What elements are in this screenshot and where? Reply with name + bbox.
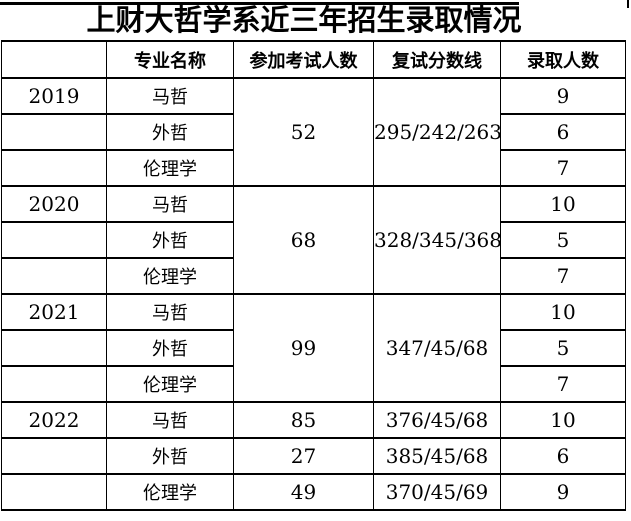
score-line-column-header: 复试分数线 [373,40,501,79]
major-cell: 伦理学 [106,473,234,511]
header-row: 专业名称 参加考试人数 复试分数线 录取人数 [1,40,626,79]
table-row: 伦理学 7 [1,365,626,403]
exam-count-column-header: 参加考试人数 [233,40,374,79]
year-cell [1,221,107,259]
table-row: 伦理学 7 [1,257,626,295]
admitted-count-cell: 5 [500,329,626,367]
table-row: 外哲 5 [1,221,626,259]
score-line-cell: 376/45/68 [373,401,501,439]
year-cell [1,149,107,187]
year-cell [1,473,107,511]
table-row: 2019 马哲 52 295/242/263 9 [1,77,626,187]
major-cell: 马哲 [106,77,234,115]
table-row: 2021 马哲 99 347/45/68 10 [1,293,626,403]
major-cell: 外哲 [106,437,234,475]
year-cell [1,329,107,367]
admitted-count-cell: 7 [500,257,626,295]
admissions-table: 专业名称 参加考试人数 复试分数线 录取人数 2019 马哲 52 295/24… [1,40,626,511]
score-line-cell: 328/345/368 [373,185,501,295]
major-cell: 外哲 [106,221,234,259]
year-cell: 2021 [1,293,107,331]
score-line-cell: 370/45/69 [373,473,501,511]
year-cell [1,365,107,403]
year-cell: 2022 [1,401,107,439]
exam-count-cell: 68 [233,185,374,295]
year-cell: 2019 [1,77,107,115]
table-row: 2020 马哲 68 328/345/368 10 [1,185,626,295]
score-line-cell: 385/45/68 [373,437,501,475]
table-row: 外哲 5 [1,329,626,367]
admitted-column-header: 录取人数 [500,40,626,79]
major-column-header: 专业名称 [106,40,234,79]
admitted-count-cell: 6 [500,113,626,151]
table-row: 2022 马哲 85 376/45/68 10 [1,401,626,439]
admitted-count-cell: 9 [500,77,626,115]
admitted-count-cell: 7 [500,365,626,403]
exam-count-cell: 27 [233,437,374,475]
year-column-header [1,40,107,79]
admitted-count-cell: 9 [500,473,626,511]
major-cell: 马哲 [106,401,234,439]
admitted-count-cell: 7 [500,149,626,187]
major-cell: 外哲 [106,329,234,367]
admitted-count-cell: 5 [500,221,626,259]
admitted-count-cell: 6 [500,437,626,475]
score-line-cell: 295/242/263 [373,77,501,187]
year-cell: 2020 [1,185,107,223]
major-cell: 马哲 [106,293,234,331]
table-row: 外哲 6 [1,113,626,151]
major-cell: 伦理学 [106,257,234,295]
exam-count-cell: 49 [233,473,374,511]
score-line-cell: 347/45/68 [373,293,501,403]
major-cell: 马哲 [106,185,234,223]
major-cell: 外哲 [106,113,234,151]
exam-count-cell: 85 [233,401,374,439]
year-cell [1,113,107,151]
admitted-count-cell: 10 [500,185,626,223]
major-cell: 伦理学 [106,149,234,187]
admitted-count-cell: 10 [500,293,626,331]
partial-top-border-line [0,2,519,5]
admitted-count-cell: 10 [500,401,626,439]
table-row: 伦理学 7 [1,149,626,187]
year-cell [1,257,107,295]
page-title: 上财大哲学系近三年招生录取情况 [86,5,522,37]
year-cell [1,437,107,475]
table-row: 外哲 27 385/45/68 6 [1,437,626,475]
major-cell: 伦理学 [106,365,234,403]
table-row: 伦理学 49 370/45/69 9 [1,473,626,511]
exam-count-cell: 99 [233,293,374,403]
top-right-border-tick [627,0,629,8]
exam-count-cell: 52 [233,77,374,187]
